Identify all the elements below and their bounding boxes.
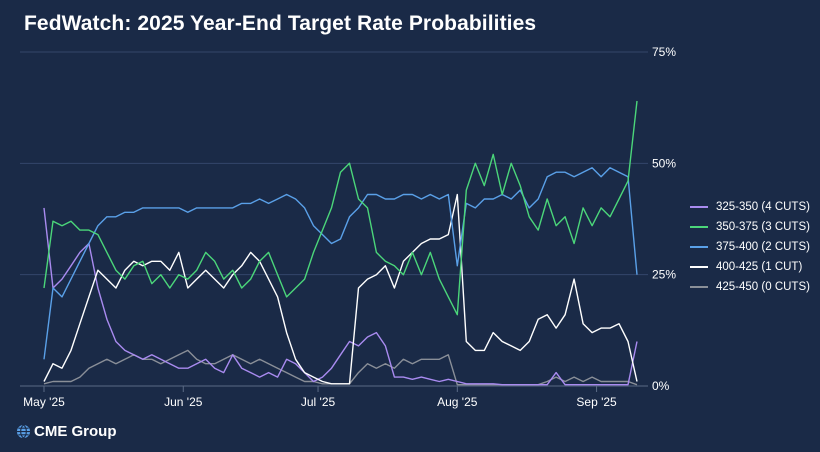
chart-legend: 325-350 (4 CUTS) 350-375 (3 CUTS) 375-400 …: [690, 197, 810, 297]
legend-item: 425-450 (0 CUTS): [690, 277, 810, 297]
grid-lines: [20, 51, 648, 387]
legend-label: 350-375 (3 CUTS): [716, 221, 810, 233]
cme-logo: CME Group: [16, 423, 117, 440]
legend-item: 400-425 (1 CUT): [690, 257, 810, 277]
y-tick-label: 0%: [652, 379, 670, 393]
legend-item: 375-400 (2 CUTS): [690, 237, 810, 257]
series-line-3: [43, 193, 638, 385]
legend-swatch: [690, 206, 708, 208]
series-line-1: [43, 100, 638, 316]
legend-label: 400-425 (1 CUT): [716, 261, 803, 273]
x-axis-ticks: May '25 Jun '25 Jul '25 Aug '25 Sep '25: [23, 386, 617, 409]
brand-name: CME Group: [34, 423, 117, 440]
series-lines: [43, 100, 638, 386]
x-tick-label: Sep '25: [576, 395, 617, 409]
y-tick-label: 25%: [652, 268, 676, 282]
globe-icon: [16, 424, 31, 439]
x-tick-label: Jul '25: [301, 395, 336, 409]
x-tick-label: Jun '25: [164, 395, 203, 409]
series-line-0: [43, 207, 638, 386]
x-tick-label: Aug '25: [437, 395, 478, 409]
legend-swatch: [690, 266, 708, 268]
y-tick-label: 50%: [652, 156, 676, 170]
legend-label: 375-400 (2 CUTS): [716, 241, 810, 253]
legend-label: 425-450 (0 CUTS): [716, 281, 810, 293]
legend-swatch: [690, 246, 708, 248]
legend-swatch: [690, 286, 708, 288]
legend-item: 350-375 (3 CUTS): [690, 217, 810, 237]
y-tick-label: 75%: [652, 45, 676, 59]
legend-item: 325-350 (4 CUTS): [690, 197, 810, 217]
legend-label: 325-350 (4 CUTS): [716, 201, 810, 213]
legend-swatch: [690, 226, 708, 228]
chart-title: FedWatch: 2025 Year-End Target Rate Prob…: [24, 12, 537, 35]
series-line-2: [43, 167, 638, 360]
x-tick-label: May '25: [23, 395, 65, 409]
y-axis-ticks: 0% 25% 50% 75%: [652, 45, 676, 393]
